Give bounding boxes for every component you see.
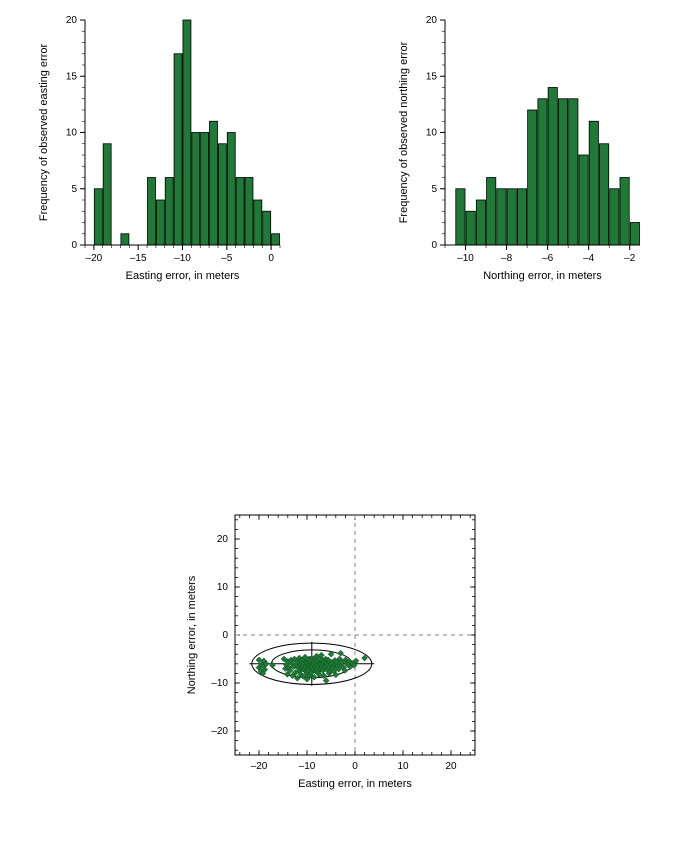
histogram-bar <box>272 234 280 245</box>
histogram-bar <box>579 155 588 245</box>
y-tick-label: 15 <box>66 71 78 82</box>
easting-histogram: –20 –15 –10 –5 0 0 5 10 15 20 Easting error, in me… <box>30 10 290 290</box>
histogram-bar <box>569 99 578 245</box>
histogram-bar <box>630 223 639 246</box>
x-tick-label: –20 <box>86 253 103 264</box>
x-tick-label: –20 <box>251 761 268 772</box>
y-tick-label: 20 <box>217 534 229 545</box>
histogram-bar <box>183 20 191 245</box>
histogram-bar <box>227 133 235 246</box>
histogram-bar <box>201 133 209 246</box>
y-tick-label: 5 <box>71 184 77 195</box>
scatter-marker <box>362 655 368 661</box>
x-tick-label: 20 <box>445 761 457 772</box>
y-tick-label: –10 <box>211 678 228 689</box>
histogram-bar <box>210 121 218 245</box>
histogram-bar <box>589 121 598 245</box>
histogram-bar <box>620 178 629 246</box>
histogram-bar <box>538 99 547 245</box>
x-tick-label: –10 <box>299 761 316 772</box>
x-tick-label: –4 <box>583 253 595 264</box>
x-axis-label: Northing error, in meters <box>483 270 602 282</box>
x-axis-label: Easting error, in meters <box>298 778 412 790</box>
histogram-bar <box>507 189 516 245</box>
y-axis-label: Frequency of observed easting error <box>38 44 50 222</box>
y-tick-label: 10 <box>217 582 229 593</box>
histogram-bar <box>254 200 262 245</box>
y-axis-label: Frequency of observed northing error <box>398 41 410 223</box>
x-tick-label: –2 <box>624 253 636 264</box>
x-axis-label: Easting error, in meters <box>126 270 240 282</box>
histogram-bar <box>192 133 200 246</box>
y-tick-label: 0 <box>71 240 77 251</box>
y-tick-label: 20 <box>66 15 78 26</box>
y-tick-label: 10 <box>66 128 78 139</box>
x-tick-label: –5 <box>221 253 233 264</box>
x-tick-label: –15 <box>130 253 147 264</box>
histogram-bar <box>466 211 475 245</box>
histogram-bar <box>610 189 619 245</box>
x-tick-label: –8 <box>501 253 513 264</box>
x-tick-label: –6 <box>542 253 554 264</box>
histogram-bar <box>558 99 567 245</box>
northing-histogram: –10 –8 –6 –4 –2 0 5 10 15 20 Northing error, in me… <box>390 10 650 290</box>
scatter-plot: –20 –10 0 10 20 –20 –10 0 10 20 Easting error, in … <box>170 500 490 820</box>
histogram-bar <box>156 200 164 245</box>
x-tick-label: 10 <box>397 761 409 772</box>
histogram-bar <box>103 144 111 245</box>
histogram-bar <box>174 54 182 245</box>
histogram-bar <box>528 110 537 245</box>
histogram-bar <box>165 178 173 246</box>
histogram-bar <box>94 189 102 245</box>
histogram-bar <box>548 88 557 246</box>
histogram-bar <box>487 178 496 246</box>
y-axis-label: Northing error, in meters <box>186 575 198 694</box>
histogram-bar <box>218 144 226 245</box>
x-tick-label: –10 <box>174 253 191 264</box>
y-tick-label: 15 <box>426 71 438 82</box>
y-tick-label: 0 <box>222 630 228 641</box>
histogram-bar <box>121 234 129 245</box>
y-tick-label: 5 <box>431 184 437 195</box>
y-tick-label: –20 <box>211 726 228 737</box>
scatter-marker <box>269 662 275 668</box>
histogram-bar <box>476 200 485 245</box>
x-tick-label: 0 <box>352 761 358 772</box>
histogram-bar <box>517 189 526 245</box>
y-tick-label: 20 <box>426 15 438 26</box>
histogram-bar <box>497 189 506 245</box>
y-tick-label: 10 <box>426 128 438 139</box>
histogram-bar <box>236 178 244 246</box>
y-tick-label: 0 <box>431 240 437 251</box>
histogram-bar <box>599 144 608 245</box>
x-tick-label: –10 <box>457 253 474 264</box>
histogram-bar <box>456 189 465 245</box>
histogram-bar <box>147 178 155 246</box>
x-tick-label: 0 <box>268 253 274 264</box>
histogram-bar <box>263 211 271 245</box>
histogram-bar <box>245 178 253 246</box>
